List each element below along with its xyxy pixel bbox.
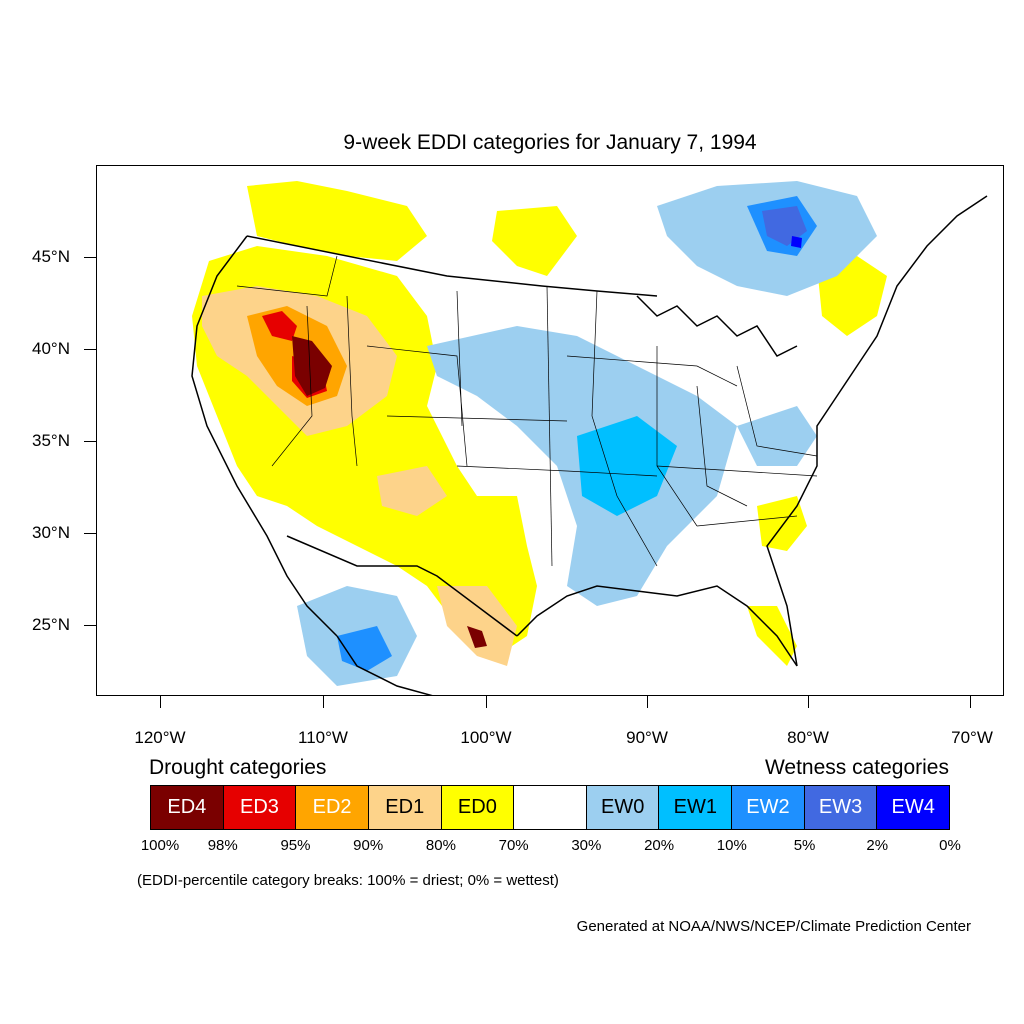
lat-label-30: 30°N	[32, 523, 70, 542]
legend-break-label: 20%	[644, 837, 675, 854]
lat-label-25: 25°N	[32, 615, 70, 634]
lon-tick-90	[647, 696, 648, 708]
region-ed0-north	[247, 181, 427, 261]
legend-break-label: 100%	[140, 837, 180, 854]
legend-box-neutral	[514, 786, 587, 829]
drought-heading: Drought categories	[149, 756, 327, 779]
legend-box-ew0: EW0	[586, 786, 660, 829]
lat-label-40: 40°N	[32, 339, 70, 358]
legend-box-ew1: EW1	[659, 786, 733, 829]
lon-label-80: 80°W	[787, 728, 829, 747]
legend-break-label: 70%	[498, 837, 529, 854]
legend-colorbar: ED4 ED3 ED2 ED1 ED0 EW0 EW1 EW2 EW3 EW4	[150, 785, 950, 830]
region-ed4	[292, 336, 487, 648]
legend-break-label: 5%	[793, 837, 816, 854]
region-ed1-sw	[377, 466, 447, 516]
map-panel	[96, 165, 1004, 696]
lat-tick-30	[84, 533, 96, 534]
region-ew1	[577, 416, 677, 516]
lat-tick-40	[84, 349, 96, 350]
legend-box-ed3: ED3	[223, 786, 297, 829]
east-coast	[766, 195, 988, 667]
legend-box-ed2: ED2	[296, 786, 369, 829]
lon-tick-70	[970, 696, 971, 708]
region-ed0-greatlakes	[492, 206, 577, 276]
region-ew4	[791, 236, 802, 248]
legend-box-ew3: EW3	[804, 786, 878, 829]
great-lakes	[636, 295, 798, 357]
legend-box-ew2: EW2	[732, 786, 805, 829]
map-title: 9-week EDDI categories for January 7, 19…	[343, 131, 757, 154]
legend-box-ew4: EW4	[877, 786, 950, 829]
lon-label-70: 70°W	[951, 728, 993, 747]
lon-tick-100	[486, 696, 487, 708]
legend-break-label: 98%	[207, 837, 238, 854]
us-border-north	[246, 235, 658, 297]
west-coast	[191, 235, 338, 637]
category-shading	[192, 181, 887, 686]
state-lines	[236, 255, 818, 567]
region-ed1-texas	[437, 586, 517, 666]
lat-label-35: 35°N	[32, 431, 70, 450]
category-note: (EDDI-percentile category breaks: 100% =…	[137, 872, 559, 889]
lon-label-90: 90°W	[626, 728, 668, 747]
wetness-heading: Wetness categories	[764, 756, 949, 779]
legend-box-ed1: ED1	[368, 786, 442, 829]
gulf-coast	[516, 585, 798, 667]
lat-tick-45	[84, 257, 96, 258]
legend-break-label: 80%	[425, 837, 456, 854]
legend-break-label: 95%	[280, 837, 311, 854]
region-ew3	[762, 206, 807, 246]
lon-label-120: 120°W	[134, 728, 186, 747]
region-ew0-southeast	[737, 406, 817, 466]
lat-tick-25	[84, 625, 96, 626]
mexico-border	[286, 535, 518, 637]
region-ed0-florida	[747, 606, 797, 666]
legend-break-label: 2%	[866, 837, 889, 854]
lon-tick-110	[323, 696, 324, 708]
region-ed0-carolina	[757, 496, 807, 551]
legend-break-label: 90%	[353, 837, 384, 854]
lon-tick-120	[160, 696, 161, 708]
lat-label-45: 45°N	[32, 247, 70, 266]
legend-box-ed4: ED4	[151, 786, 224, 829]
credit-line: Generated at NOAA/NWS/NCEP/Climate Predi…	[576, 918, 971, 935]
legend-break-label: 0%	[939, 837, 961, 854]
legend-box-ed0: ED0	[441, 786, 515, 829]
lon-label-110: 110°W	[298, 728, 348, 747]
boundaries	[191, 195, 988, 695]
legend-break-label: 30%	[571, 837, 602, 854]
lon-label-100: 100°W	[460, 728, 512, 747]
eddi-map	[191, 181, 988, 695]
legend-break-label: 10%	[716, 837, 747, 854]
mexico-coast	[336, 635, 433, 695]
lat-tick-35	[84, 441, 96, 442]
region-ew2-mexico	[337, 626, 392, 671]
lon-tick-80	[808, 696, 809, 708]
